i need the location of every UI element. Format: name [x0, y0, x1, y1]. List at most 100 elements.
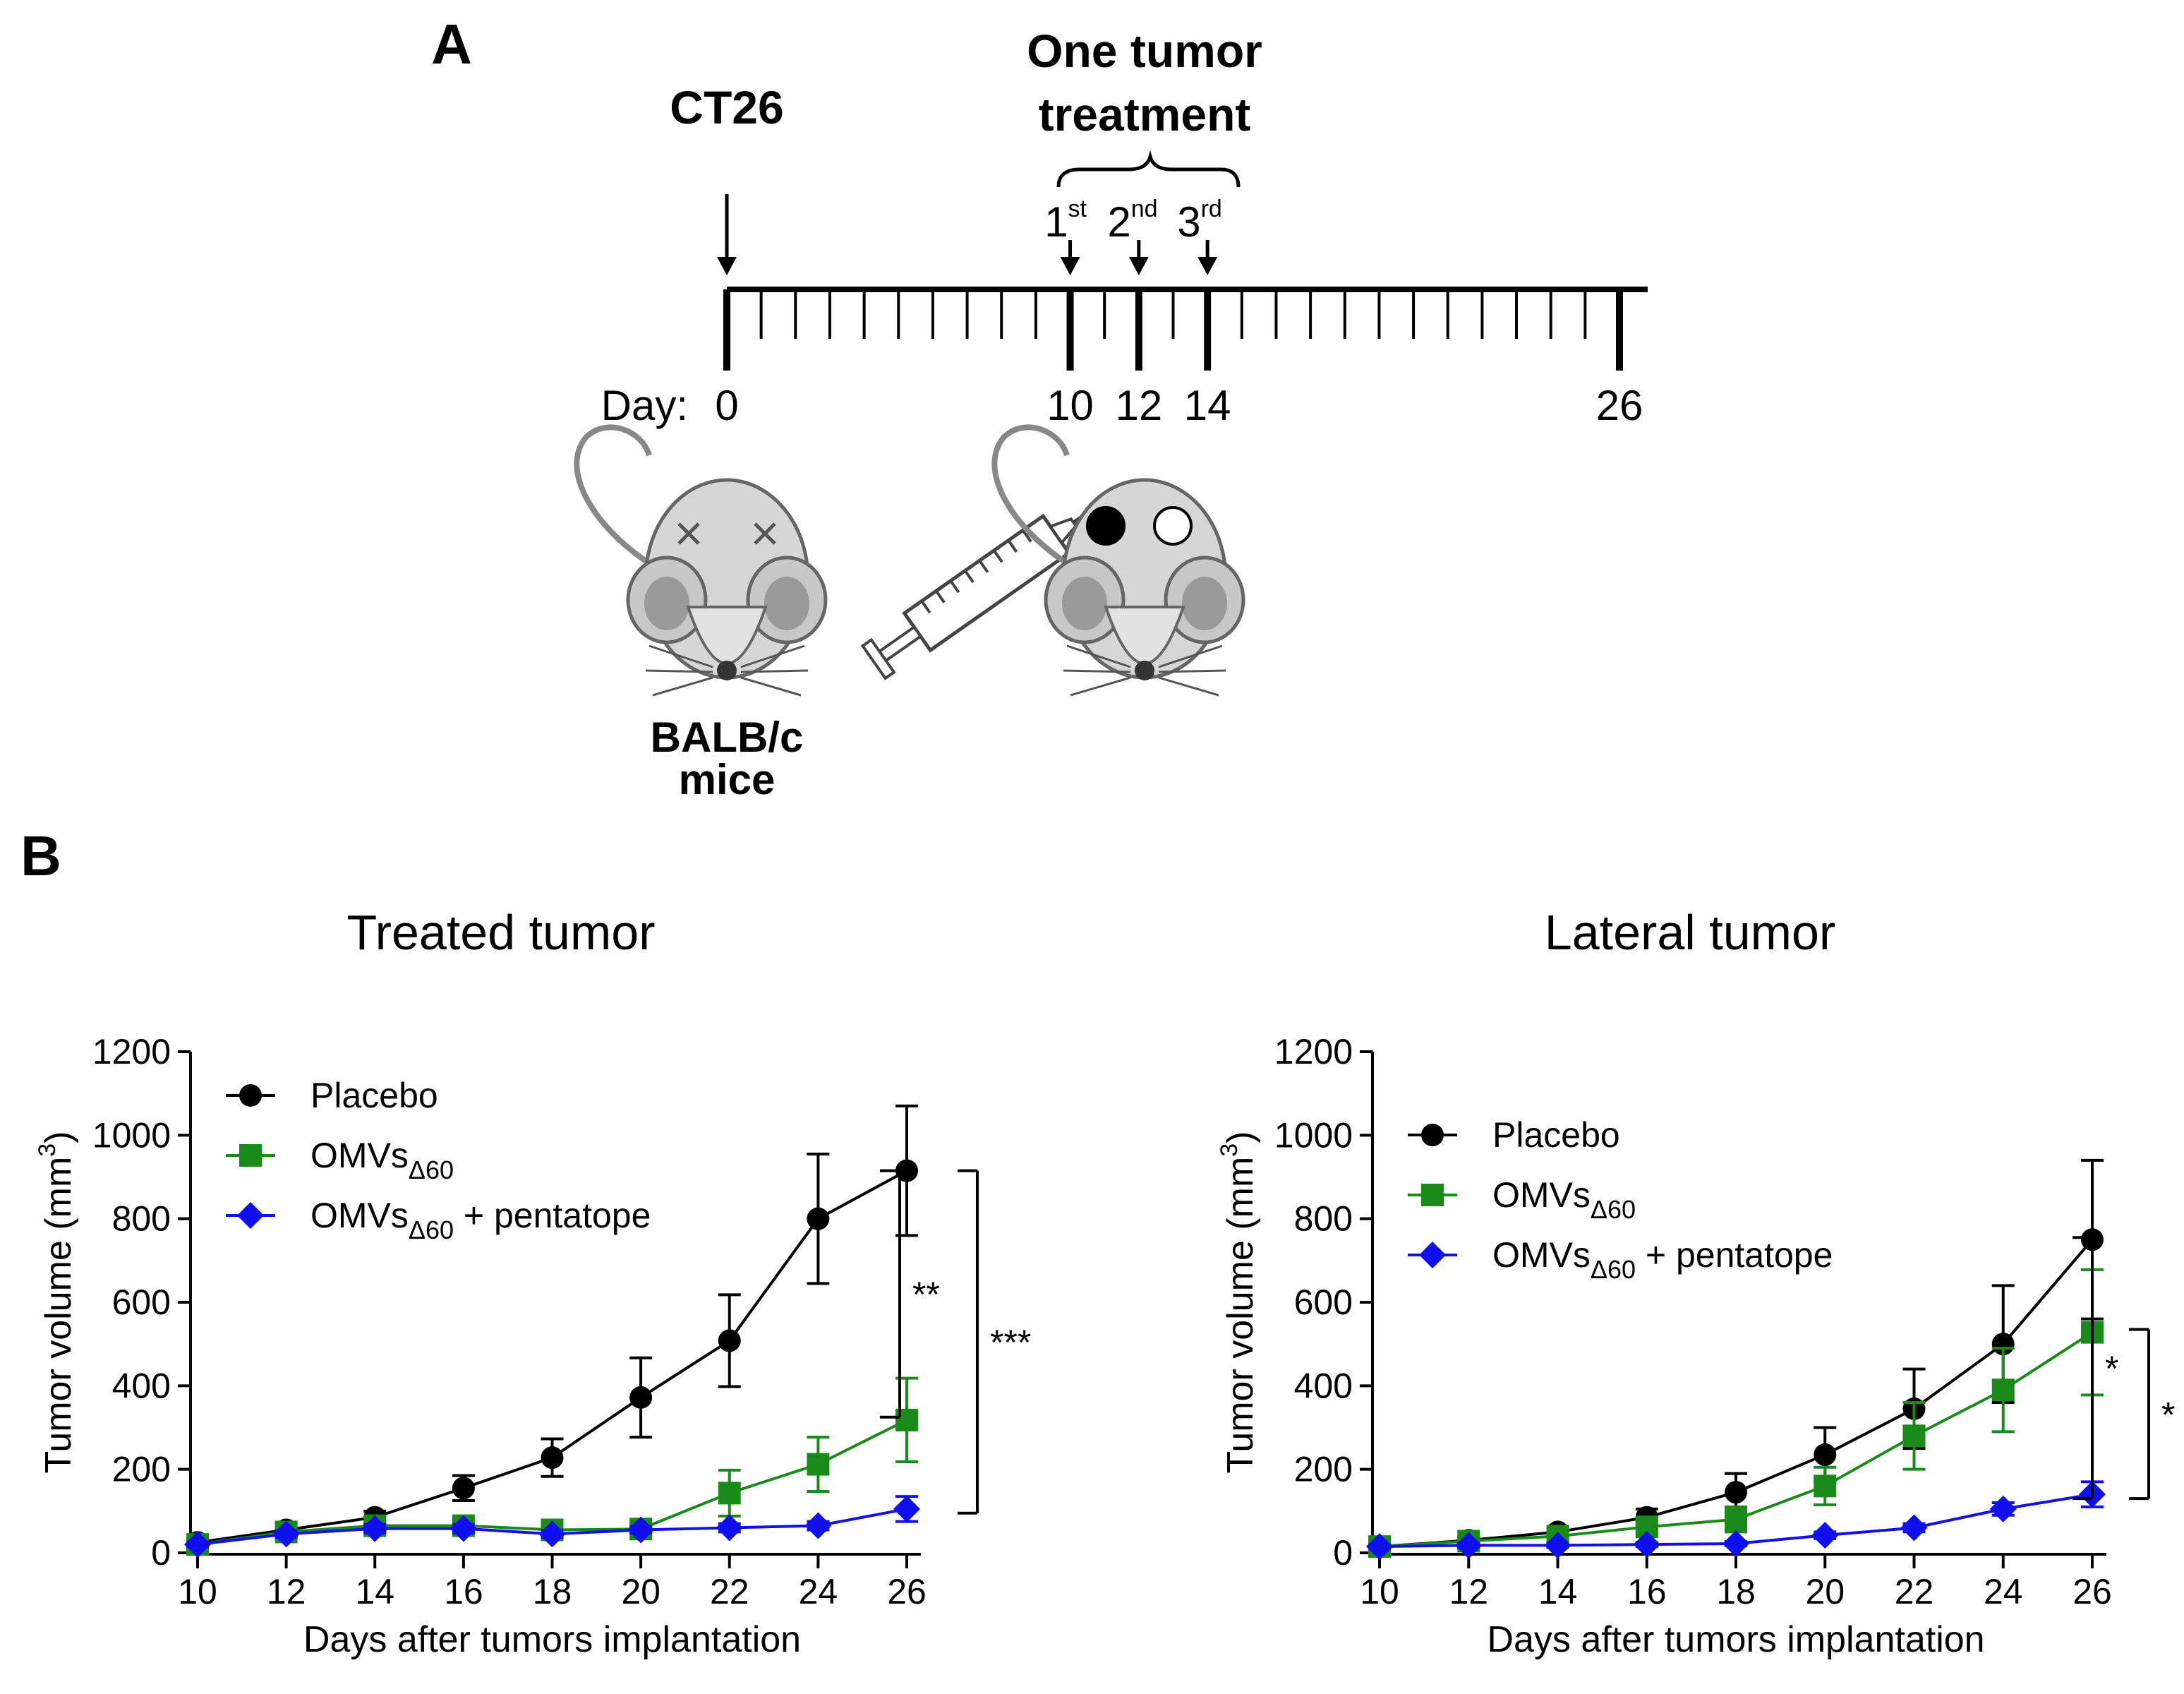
x-tick-label: 16	[444, 1572, 483, 1611]
timeline-day-label: 0	[715, 382, 738, 429]
treatment-brace	[1056, 150, 1241, 188]
legend-label-main: OMVs	[1492, 1235, 1591, 1275]
significance-label: **	[912, 1275, 940, 1314]
legend-label: OMVsΔ60 + pentatope	[1492, 1235, 1833, 1284]
y-axis-label-close: )	[38, 1131, 79, 1143]
mouse-tail	[991, 424, 1082, 575]
data-point	[538, 1520, 566, 1548]
timeline: 0 10 12 14 26	[715, 194, 1648, 429]
data-point	[1455, 1532, 1483, 1559]
x-tick-label: 12	[267, 1572, 306, 1611]
data-point	[1991, 1333, 2015, 1356]
mouse-illustration-treated	[991, 424, 1245, 697]
x-tick-label: 22	[710, 1572, 749, 1611]
y-tick-label: 200	[1294, 1450, 1353, 1489]
legend-marker	[239, 1084, 262, 1107]
data-point	[807, 1453, 830, 1476]
x-axis-label: Days after tumors implantation	[303, 1619, 801, 1660]
x-tick-label: 20	[621, 1572, 660, 1611]
timeline-day-label: 14	[1184, 382, 1231, 429]
y-tick-label: 1200	[92, 1032, 171, 1071]
x-tick-label: 10	[1360, 1572, 1399, 1611]
y-tick-label: 800	[112, 1199, 171, 1239]
data-point	[807, 1207, 830, 1230]
treatment-arrow-head	[1128, 257, 1149, 275]
y-tick-label: 1000	[92, 1115, 171, 1155]
panel-a: A CT26 One tumor treatment 1st 2nd 3rd 0…	[431, 13, 1648, 803]
legend-marker	[1421, 1184, 1444, 1206]
data-point	[893, 1495, 920, 1522]
legend-marker	[1421, 1124, 1444, 1146]
legend-label-sub: Δ60	[1591, 1195, 1636, 1224]
significance-label: ***	[990, 1323, 1031, 1362]
treated-tumor-marker	[1086, 506, 1126, 546]
timeline-day-prefix: Day:	[601, 382, 688, 429]
mouse-ear-right-inner	[1182, 577, 1227, 630]
y-tick-label: 200	[112, 1450, 171, 1489]
series-diamond	[1366, 1480, 2106, 1561]
chart-treated-tumor: Treated tumor 0 200 400 600 800 1000 1200 10 12 14…	[34, 905, 1031, 1660]
x-tick-label: 24	[1984, 1572, 2023, 1611]
data-point	[361, 1515, 389, 1542]
data-point	[718, 1329, 741, 1352]
y-tick-label: 400	[1294, 1366, 1353, 1405]
series-circle	[186, 1104, 918, 1554]
data-point	[272, 1520, 300, 1548]
timeline-day-label: 10	[1046, 382, 1094, 429]
shaved-marks	[677, 522, 776, 545]
x-tick-label: 20	[1805, 1572, 1845, 1611]
data-point	[804, 1512, 832, 1539]
y-axis-label: Tumor volume (mm3)	[34, 1131, 79, 1473]
mouse-whiskers	[645, 644, 809, 697]
tumor-injection-arrow-head	[717, 257, 737, 275]
data-point	[718, 1482, 741, 1505]
legend-marker	[1419, 1242, 1446, 1268]
y-axis-label-sup: 3	[34, 1143, 61, 1157]
y-tick-label: 600	[1294, 1282, 1353, 1322]
data-point	[1366, 1533, 1393, 1561]
legend-label-sub: Δ60	[1591, 1255, 1636, 1284]
mouse-label-line1: BALB/c	[651, 714, 804, 761]
data-point	[627, 1516, 655, 1544]
y-tick-label: 800	[1294, 1199, 1353, 1239]
y-axis-label-main: Tumor volume (mm	[38, 1157, 79, 1474]
legend-label: Placebo	[310, 1076, 438, 1115]
mouse-nose	[717, 661, 737, 680]
legend-label-main: OMVs	[310, 1136, 409, 1175]
legend-label-main: Placebo	[310, 1076, 438, 1115]
x-tick-label: 22	[1895, 1572, 1934, 1611]
legend-label-main: OMVs	[1492, 1175, 1591, 1215]
series-circle	[1368, 1158, 2104, 1558]
x-tick-label: 18	[533, 1572, 572, 1611]
series-diamond	[184, 1495, 920, 1558]
chart-title: Treated tumor	[346, 905, 655, 960]
timeline-day-label: 26	[1596, 382, 1643, 429]
mouse-illustration-untreated	[574, 424, 828, 697]
legend-label-rest: + pentatope	[454, 1196, 651, 1235]
syringe-handle	[860, 637, 896, 680]
timeline-day-label: 12	[1115, 382, 1162, 429]
x-tick-label: 10	[178, 1572, 217, 1611]
legend-label-rest: + pentatope	[1636, 1235, 1833, 1275]
syringe-plunger	[877, 625, 923, 663]
x-tick-label: 24	[799, 1572, 838, 1611]
mouse-ear-left-inner	[644, 577, 689, 630]
significance-label: *	[2105, 1349, 2118, 1388]
treatment-title-line1: One tumor	[1027, 25, 1262, 77]
x-axis-label: Days after tumors implantation	[1487, 1619, 1984, 1660]
data-point	[716, 1514, 743, 1542]
dose-labels: 1st 2nd 3rd	[1044, 196, 1222, 246]
dose-label-3: 3rd	[1177, 196, 1222, 246]
y-axis-label-sup: 3	[1216, 1143, 1243, 1157]
y-axis-label-main: Tumor volume (mm	[1220, 1157, 1261, 1474]
legend-marker	[239, 1144, 262, 1167]
y-tick-label: 400	[112, 1366, 171, 1405]
syringe-barrel	[902, 513, 1072, 653]
syringe-icon	[860, 496, 1109, 680]
x-tick-label: 12	[1449, 1572, 1488, 1611]
data-point	[629, 1386, 653, 1409]
data-point	[450, 1515, 477, 1542]
syringe-scale	[920, 529, 1032, 614]
data-point	[1902, 1424, 1926, 1448]
